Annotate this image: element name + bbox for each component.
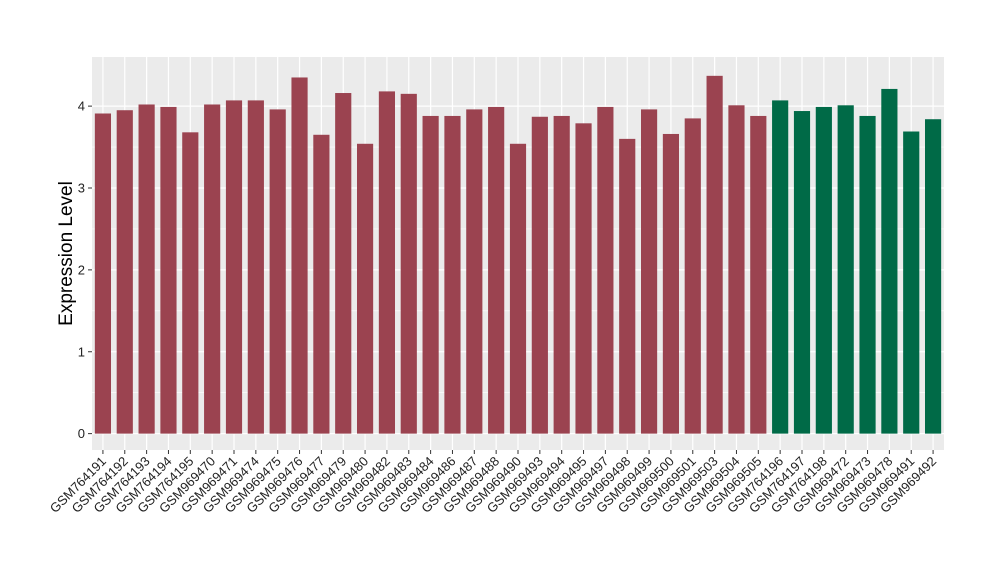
bar-GSM764194	[160, 106, 177, 434]
bar-GSM969479	[335, 93, 352, 434]
bar-GSM969484	[422, 115, 439, 434]
y-tick-label: 4	[78, 99, 85, 114]
y-tick-label: 3	[78, 181, 85, 196]
bar-GSM969478	[881, 88, 898, 434]
bar-GSM969471	[225, 100, 243, 434]
bar-GSM969472	[837, 105, 854, 434]
bar-GSM969487	[466, 109, 483, 434]
bar-GSM764193	[138, 104, 155, 434]
y-tick-label: 0	[78, 426, 85, 441]
bar-GSM969501	[684, 118, 701, 434]
bar-GSM764195	[182, 132, 199, 434]
bar-GSM969475	[269, 109, 286, 434]
bar-GSM969477	[313, 134, 330, 434]
bar-GSM969497	[597, 106, 614, 434]
bar-GSM969491	[903, 131, 920, 434]
bar-GSM764192	[116, 110, 133, 434]
bars	[94, 75, 942, 434]
bar-GSM969490	[509, 143, 527, 434]
bar-GSM969482	[378, 91, 396, 434]
bar-GSM969483	[400, 93, 417, 434]
y-axis: 0 1 2 3 4	[78, 99, 92, 441]
bar-GSM969470	[204, 104, 221, 434]
bar-GSM969495	[575, 123, 592, 434]
y-tick-label: 2	[78, 262, 85, 277]
bar-GSM969503	[706, 75, 723, 434]
bar-GSM969486	[444, 115, 461, 434]
bar-GSM969505	[750, 115, 767, 434]
y-tick-label: 1	[78, 344, 85, 359]
bar-GSM764197	[793, 111, 811, 434]
bar-GSM969476	[291, 77, 308, 434]
bar-GSM764198	[815, 106, 832, 434]
bar-GSM969474	[247, 100, 264, 434]
bar-GSM969494	[553, 115, 570, 434]
bar-GSM764196	[772, 100, 789, 434]
y-axis-title: Expression Level	[56, 181, 77, 326]
bar-GSM969500	[662, 133, 680, 434]
bar-GSM969473	[859, 115, 876, 434]
bar-GSM969480	[356, 143, 374, 434]
bar-GSM969499	[640, 109, 658, 434]
bar-GSM969492	[924, 119, 942, 434]
bar-GSM969504	[728, 105, 745, 434]
x-axis: GSM764191GSM764192GSM764193GSM764194GSM7…	[47, 450, 939, 516]
bar-GSM764191	[94, 113, 112, 434]
bar-GSM969488	[488, 106, 505, 434]
bar-GSM969493	[531, 116, 548, 434]
bar-GSM969498	[619, 138, 636, 434]
